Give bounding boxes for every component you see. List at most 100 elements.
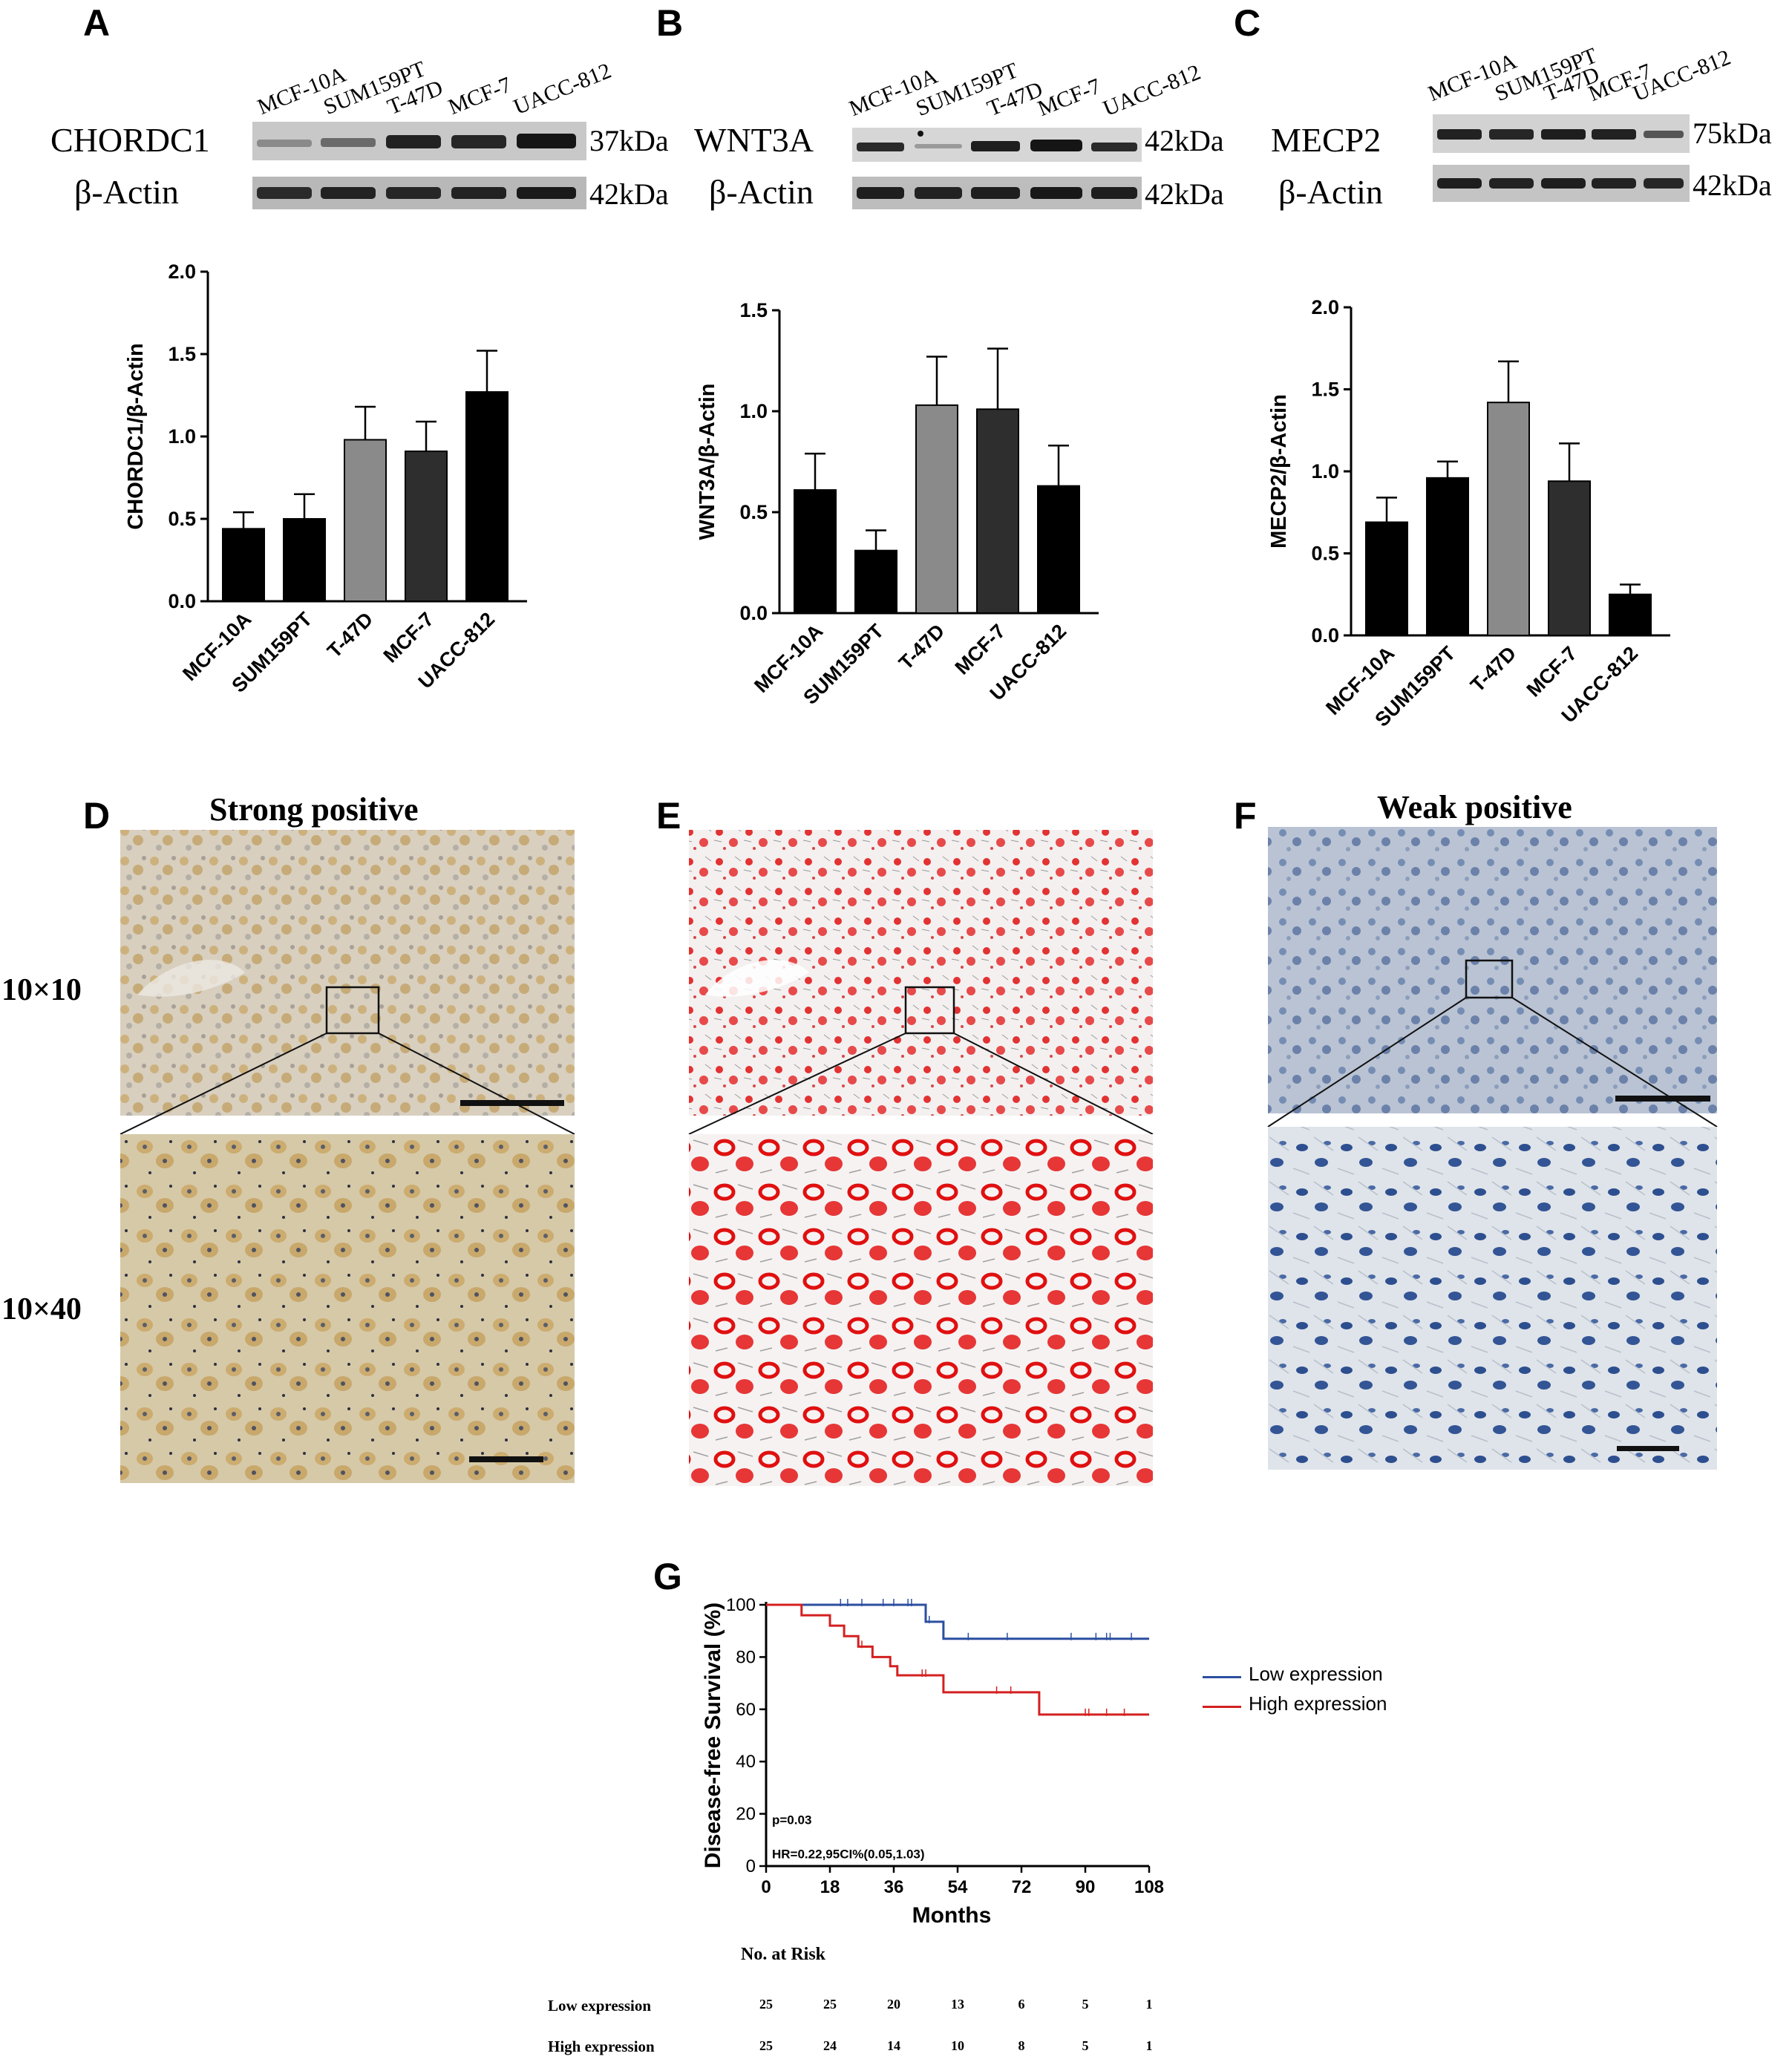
lane-label: UACC-812 xyxy=(510,58,615,120)
protein-label: MECP2 xyxy=(1271,121,1381,159)
x-axis-label: Months xyxy=(912,1903,992,1928)
y-tick-label: 1.5 xyxy=(168,343,196,365)
control-label: β-Actin xyxy=(74,173,179,211)
x-tick-label: T-47D xyxy=(1466,642,1520,696)
y-axis-label: WNT3A/β-Actin xyxy=(696,383,719,540)
risk-table-title: No. at Risk xyxy=(741,1945,826,1964)
risk-row-label: High expression xyxy=(548,2038,655,2055)
y-tick-label: 1.0 xyxy=(1311,460,1339,482)
risk-cell: 5 xyxy=(1082,1997,1089,2012)
bar xyxy=(1426,477,1469,636)
risk-cell: 8 xyxy=(1018,2038,1025,2053)
panel-label-f: F xyxy=(1234,795,1257,837)
y-tick-label: 2.0 xyxy=(168,261,196,283)
ihc-d-high xyxy=(120,1134,575,1483)
x-tick-label: 90 xyxy=(1076,1877,1096,1897)
risk-cell: 14 xyxy=(887,2038,900,2053)
kda-label: 75kDa xyxy=(1693,117,1772,150)
x-tick-label: MCF-7 xyxy=(1523,642,1582,701)
y-tick-label: 1.5 xyxy=(739,299,768,321)
kda-label: 42kDa xyxy=(1145,124,1224,157)
y-tick-label: 80 xyxy=(736,1647,756,1667)
bar xyxy=(1365,521,1408,637)
bar xyxy=(854,549,897,614)
bar xyxy=(283,518,326,602)
risk-cell: 20 xyxy=(887,1997,900,2012)
bar-chart-b: 0.00.51.01.5WNT3A/β-ActinMCF-10ASUM159PT… xyxy=(696,299,1099,709)
panel-label-g: G xyxy=(653,1556,682,1597)
y-axis-label: MECP2/β-Actin xyxy=(1267,394,1291,549)
lane-label: MCF-7 xyxy=(1034,73,1105,122)
bar xyxy=(1487,402,1530,636)
bar xyxy=(976,408,1019,614)
hr-annotation: HR=0.22,95CI%(0.05,1.03) xyxy=(772,1847,925,1861)
y-tick-label: 40 xyxy=(736,1752,756,1772)
bar xyxy=(915,404,958,614)
y-tick-label: 1.5 xyxy=(1311,379,1339,401)
y-tick-label: 1.0 xyxy=(739,400,768,422)
ihc-figure xyxy=(120,827,1718,1486)
bar xyxy=(794,489,837,614)
x-tick-label: T-47D xyxy=(323,608,377,662)
protein-label: WNT3A xyxy=(694,121,814,159)
risk-cell: 25 xyxy=(823,1997,837,2012)
panel-label-e: E xyxy=(656,795,681,837)
p-value-annotation: p=0.03 xyxy=(772,1813,811,1827)
kda-label: 42kDa xyxy=(589,177,669,211)
control-label: β-Actin xyxy=(709,173,814,211)
y-tick-label: 0.0 xyxy=(739,602,768,624)
magnification-high: 10×40 xyxy=(1,1292,82,1326)
bar xyxy=(1609,593,1652,636)
survival-line-high xyxy=(766,1603,1149,1716)
x-tick-label: 18 xyxy=(820,1877,840,1897)
risk-cell: 24 xyxy=(823,2038,837,2053)
y-tick-label: 1.0 xyxy=(168,425,196,448)
blot-image xyxy=(852,128,1142,162)
protein-label: CHORDC1 xyxy=(50,121,210,159)
risk-cell: 1 xyxy=(1145,2038,1153,2053)
legend-label-high: High expression xyxy=(1249,1692,1387,1715)
blot-image xyxy=(1433,165,1690,202)
survival-line-low xyxy=(766,1603,1149,1640)
y-tick-label: 0.5 xyxy=(168,508,196,530)
panel-label-c: C xyxy=(1234,2,1261,44)
lane-label: MCF-7 xyxy=(445,72,515,120)
ihc-f-high xyxy=(1268,1127,1717,1470)
kda-label: 42kDa xyxy=(1145,177,1224,211)
risk-cell: 1 xyxy=(1145,1997,1153,2012)
bar xyxy=(1548,480,1591,637)
ihc-f-low xyxy=(1268,827,1717,1113)
x-tick-label: MCF-7 xyxy=(379,608,439,667)
legend-label-low: Low expression xyxy=(1249,1663,1383,1685)
magnification-low: 10×10 xyxy=(1,973,82,1007)
y-tick-label: 0.5 xyxy=(1311,543,1339,565)
legend-swatch-low xyxy=(1203,1676,1241,1678)
y-tick-label: 2.0 xyxy=(1311,296,1339,318)
ihc-e-low xyxy=(689,830,1153,1116)
ihc-e-high xyxy=(689,1134,1153,1486)
panel-label-a: A xyxy=(83,2,111,44)
bar xyxy=(222,528,265,603)
kda-label: 37kDa xyxy=(589,124,669,157)
x-tick-label: 36 xyxy=(884,1877,904,1897)
ihc-title-weak: Weak positive xyxy=(1377,789,1572,825)
y-axis-label: Disease-free Survival (%) xyxy=(701,1603,725,1869)
bar-chart-a: 0.00.51.01.52.0CHORDC1/β-ActinMCF-10ASUM… xyxy=(124,261,527,697)
risk-cell: 13 xyxy=(951,1997,964,2012)
risk-cell: 25 xyxy=(759,2038,773,2053)
blot-image xyxy=(252,177,586,209)
bar xyxy=(344,439,387,602)
panel-label-b: B xyxy=(656,2,684,44)
risk-cell: 5 xyxy=(1082,2038,1089,2053)
km-chart: 0 20 40 60 80 100 0 18 36 54 72 90 108 Months Disease-… xyxy=(701,1595,1164,1928)
y-tick-label: 100 xyxy=(726,1595,756,1615)
y-tick-label: 0.0 xyxy=(168,590,196,612)
blot-image xyxy=(252,122,586,160)
bar xyxy=(405,450,448,603)
ihc-title-strong: Strong positive xyxy=(209,791,419,828)
y-tick-label: 60 xyxy=(736,1700,756,1720)
risk-cell: 25 xyxy=(759,1997,773,2012)
blot-image xyxy=(1433,114,1690,153)
control-label: β-Actin xyxy=(1278,173,1383,211)
x-tick-label: 108 xyxy=(1134,1877,1164,1897)
